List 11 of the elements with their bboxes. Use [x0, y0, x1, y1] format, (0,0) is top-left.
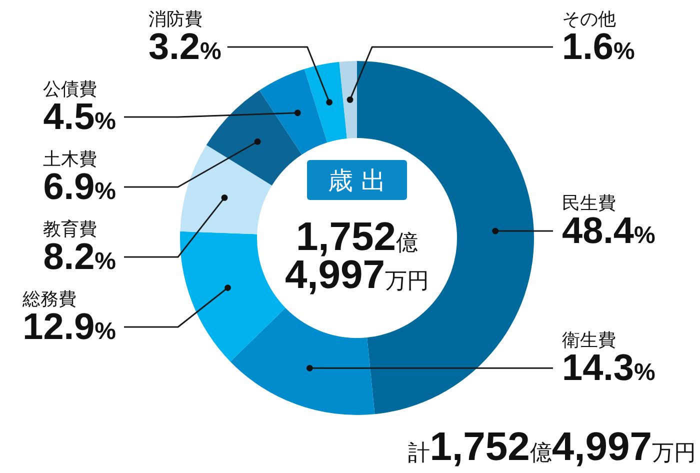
slice-label: 公債費 [43, 79, 98, 99]
text: 1,752億 4,997万円 [284, 215, 430, 297]
slice-label: 衛生費 [562, 330, 616, 350]
slice-label: 土木費 [43, 149, 98, 169]
slice-label: 総務費 [22, 289, 77, 309]
slice-label: 教育費 [43, 219, 98, 239]
slice-label: その他 [562, 9, 616, 29]
slice-label: 民生費 [562, 193, 616, 214]
text: 計1,752億4,997万円 [408, 425, 696, 469]
title: 歳出 [307, 160, 407, 200]
slice-label: 消防費 [148, 9, 203, 29]
